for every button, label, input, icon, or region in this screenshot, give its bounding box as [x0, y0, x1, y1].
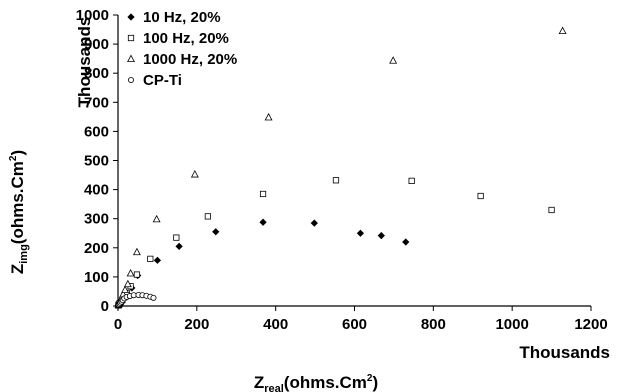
data-point [147, 255, 154, 262]
x-axis-title: Zreal(ohms.Cm2) [254, 373, 378, 392]
y-title-rest: (ohms.Cm [8, 161, 27, 244]
data-point [259, 190, 267, 198]
y-tick-label: 0 [101, 298, 109, 315]
y-tick-label: 200 [84, 240, 109, 257]
x-tick-label: 1200 [574, 316, 607, 333]
data-point [356, 229, 365, 237]
x-title-subscript: real [264, 383, 284, 392]
data-point [310, 219, 318, 227]
data-point [402, 238, 410, 246]
x-title-close: ) [372, 373, 378, 392]
x-tick-label: 800 [421, 316, 446, 333]
series-1 [115, 177, 555, 309]
y-tick-label: 100 [84, 269, 109, 286]
y-title-close: ) [8, 150, 27, 156]
x-title-superscript: 2 [367, 373, 373, 384]
data-point [152, 214, 161, 223]
data-point [389, 56, 398, 64]
data-point [173, 234, 180, 241]
data-point [264, 112, 273, 121]
data-point [150, 294, 157, 301]
data-point [121, 285, 130, 293]
legend-marker [127, 77, 134, 84]
x-tick-label: 400 [263, 316, 288, 333]
legend: 10 Hz, 20% 100 Hz, 20% 1000 Hz, 20% CP-Ti [127, 9, 237, 89]
series-2 [114, 26, 567, 309]
data-point [123, 279, 132, 288]
y-tick-label: 400 [84, 182, 109, 199]
data-marks [114, 26, 567, 310]
data-point [212, 228, 220, 236]
y-tick-label: 800 [84, 65, 109, 82]
legend-entry-label: 1000 Hz, 20% [143, 51, 237, 68]
y-tick-label: 900 [84, 36, 109, 53]
legend-marker [127, 34, 135, 42]
data-point [377, 231, 385, 240]
y-title-subscript: img [18, 244, 30, 264]
series-0 [114, 218, 410, 310]
data-point [477, 192, 484, 200]
data-point [153, 256, 162, 264]
data-point [175, 242, 183, 250]
data-point [190, 170, 199, 178]
series-3 [115, 291, 157, 309]
y-tick-label: 600 [84, 123, 109, 140]
y-multiplier-label: Thousands [75, 17, 94, 108]
x-tick-label: 1000 [495, 316, 528, 333]
data-point [132, 247, 141, 256]
tick-labels: 0 100 200 300 400 500 600 700 800 900 1000 0 200 400 6… [76, 7, 608, 333]
y-title-superscript: 2 [8, 155, 19, 161]
y-tick-label: 500 [84, 153, 109, 170]
y-tick-label: 1000 [76, 7, 109, 24]
y-axis-title: Zimg(ohms.Cm2) [8, 150, 30, 274]
x-tick-label: 200 [184, 316, 209, 333]
x-tick-label: 0 [114, 316, 122, 333]
x-title-rest: (ohms.Cm [284, 373, 367, 392]
data-point [126, 268, 135, 277]
y-title-base: Z [8, 264, 27, 274]
legend-entry-label: 100 Hz, 20% [143, 30, 229, 47]
data-point [558, 26, 567, 35]
data-point [332, 177, 340, 184]
data-point [408, 177, 415, 184]
y-tick-label: 300 [84, 211, 109, 228]
axes [113, 14, 592, 311]
legend-marker [127, 13, 135, 21]
data-point [259, 218, 267, 226]
data-point [548, 206, 555, 214]
data-point [133, 271, 141, 278]
x-multiplier-label: Thousands [519, 343, 610, 362]
x-tick-label: 600 [342, 316, 367, 333]
x-title-base: Z [254, 373, 264, 392]
legend-entry-label: CP-Ti [143, 72, 182, 89]
data-point [204, 213, 211, 220]
y-tick-label: 700 [84, 94, 109, 111]
legend-entry-label: 10 Hz, 20% [143, 9, 221, 26]
legend-marker [127, 54, 135, 62]
